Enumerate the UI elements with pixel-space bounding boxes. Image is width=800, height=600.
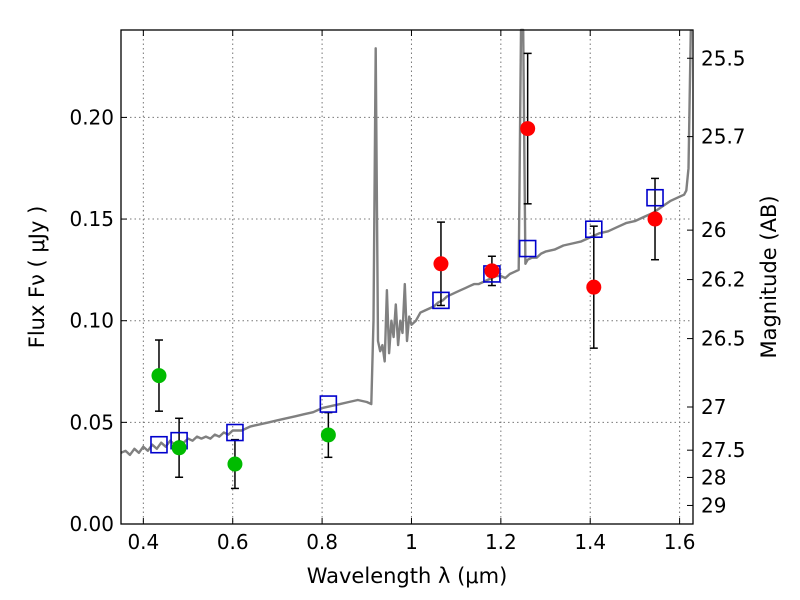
model-flux-square [319, 395, 338, 413]
x-tick-label: 1.4 [574, 530, 606, 554]
observed-flux-point [520, 121, 536, 137]
observed-flux-point [227, 456, 243, 472]
magnitude-axis-label: Magnitude (AB) [757, 195, 781, 358]
model-photometry-markers [150, 188, 664, 454]
error-bars [154, 52, 660, 490]
model-flux-square [584, 220, 603, 239]
x-tick-label: 0.4 [127, 530, 159, 554]
magnitude-tick-label: 26 [701, 218, 726, 242]
x-tick-labels: 0.4 0.6 0.8 1 1.2 1.4 1.6 [127, 530, 695, 554]
y-tick-labels: 0.00 0.05 0.10 0.15 0.20 [69, 105, 114, 536]
observed-flux-point [320, 427, 336, 443]
magnitude-tick-label: 25.5 [701, 46, 746, 70]
observed-flux-point [647, 211, 663, 227]
model-spectrum [120, 28, 692, 457]
magnitude-tick-label: 29 [701, 493, 726, 517]
x-tick-label: 1.6 [664, 530, 696, 554]
model-flux-square [518, 239, 537, 258]
observed-flux-point [586, 279, 602, 295]
magnitude-tick-label: 25.7 [701, 125, 746, 149]
grid-lines [121, 30, 693, 524]
magnitude-tick-label: 27.5 [701, 438, 746, 462]
y-tick-label: 0.10 [69, 309, 114, 333]
y-tick-label: 0.00 [69, 512, 114, 536]
x-tick-label: 1 [405, 530, 418, 554]
magnitude-tick-label: 27 [701, 395, 726, 419]
plot-frame [120, 29, 694, 525]
magnitude-tick-label: 26.5 [701, 327, 746, 351]
y-tick-label: 0.15 [69, 207, 114, 231]
model-flux-square [646, 188, 664, 207]
x-tick-label: 1.2 [485, 530, 517, 554]
x-tick-label: 0.6 [217, 530, 249, 554]
magnitude-tick-label: 26.2 [701, 268, 746, 292]
spectrum-line [120, 28, 692, 457]
model-flux-square [150, 435, 168, 454]
magnitude-tick-label: 28 [701, 465, 726, 489]
y-tick-label: 0.20 [69, 105, 114, 129]
y-axis-label: Flux Fν ( μJy ) [25, 206, 49, 349]
observed-flux-point [151, 368, 167, 384]
observed-flux-points [151, 121, 663, 472]
axis-ticks [121, 30, 693, 525]
x-tick-label: 0.8 [306, 530, 338, 554]
observed-flux-point [171, 440, 187, 456]
observed-flux-point [484, 263, 500, 279]
model-flux-square [432, 291, 450, 310]
y-tick-label: 0.05 [69, 410, 114, 434]
magnitude-tick-labels: 25.5 25.7 26 26.2 26.5 27 27.5 28 29 [701, 46, 746, 517]
x-axis-label: Wavelength λ (μm) [307, 564, 508, 588]
observed-flux-point [433, 256, 449, 272]
model-flux-square [226, 423, 244, 442]
